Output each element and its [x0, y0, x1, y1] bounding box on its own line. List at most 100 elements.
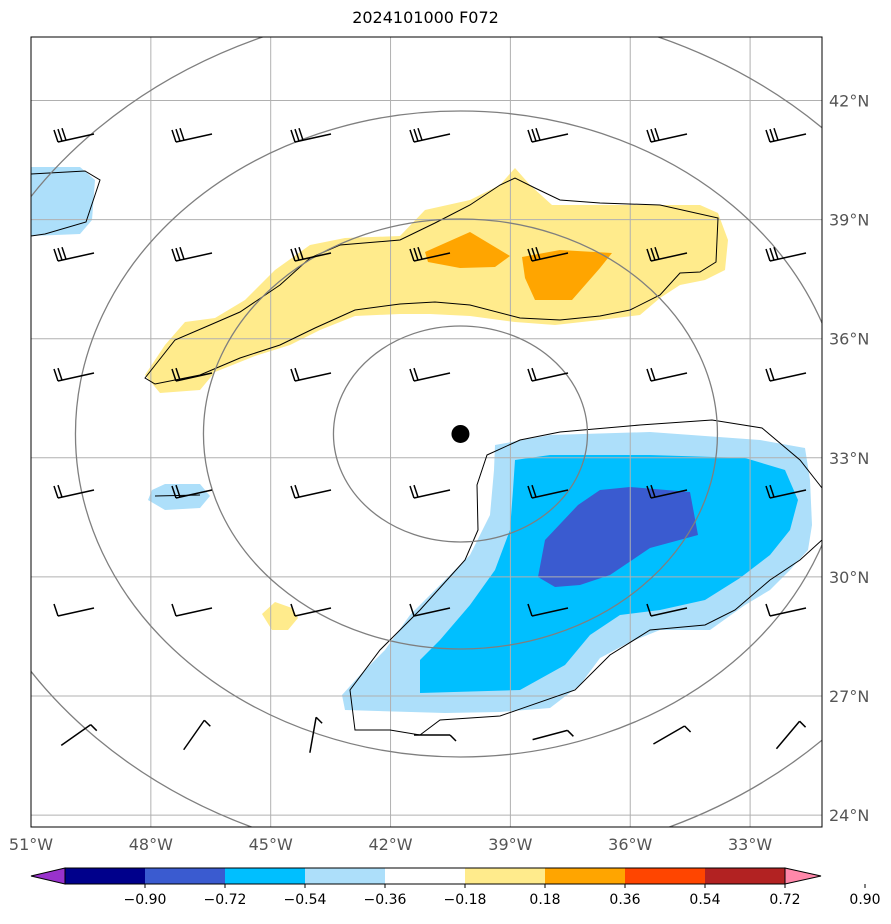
colorbar-segment: [385, 868, 465, 884]
lon-tick-label: 45°W: [249, 835, 293, 854]
lon-tick-label: 33°W: [728, 835, 772, 854]
wind-barb: [290, 367, 332, 382]
wind-barb: [290, 603, 332, 617]
wind-barb: [765, 367, 807, 382]
wind-barb: [171, 127, 213, 143]
map-frame: [30, 36, 823, 828]
wind-barb: [409, 246, 451, 262]
wind-barb: [290, 127, 332, 143]
lon-tick-label: 42°W: [368, 835, 412, 854]
gridlines: [31, 37, 822, 827]
positive-area-small: [262, 602, 298, 630]
wind-barb: [53, 603, 95, 617]
wind-barb: [171, 603, 213, 617]
contour-small-outline: [154, 494, 201, 497]
lat-tick-label: 30°N: [829, 568, 869, 587]
wind-barb: [646, 603, 688, 617]
wind-barb: [53, 127, 95, 143]
colorbar-label: −0.36: [364, 892, 407, 908]
figure-title: 2024101000 F072: [352, 8, 499, 27]
latitude-tick-labels: 42°N 39°N 36°N 33°N 30°N 27°N 24°N: [829, 92, 869, 826]
wind-barb: [171, 246, 213, 262]
colorbar-segment: [625, 868, 705, 884]
wind-barb: [414, 734, 457, 742]
colorbar-label: 0.36: [609, 892, 640, 908]
lat-tick-label: 27°N: [829, 687, 869, 706]
wind-barb: [290, 484, 332, 499]
colorbar-segment: [225, 868, 305, 884]
negative-area-west: [31, 167, 95, 236]
wind-barb: [646, 246, 688, 262]
colorbar-label: −0.72: [204, 892, 247, 908]
contour-blue-outline: [349, 419, 822, 736]
wind-barb: [775, 720, 807, 750]
wind-barb: [171, 367, 213, 382]
lat-tick-label: 33°N: [829, 449, 869, 468]
colorbar-label: 0.72: [769, 892, 800, 908]
wind-barb: [409, 484, 451, 499]
shaded-field: [31, 167, 812, 713]
contour-west-outline: [31, 170, 101, 237]
lat-tick-label: 39°N: [829, 211, 869, 230]
negative-area-dark: [538, 487, 698, 587]
colorbar: −0.90 −0.72 −0.54 −0.36 −0.18 0.18 0.36 0.54 0.7…: [30, 867, 881, 908]
wind-barb: [532, 729, 574, 741]
colorbar-label: 0.90: [849, 892, 880, 908]
wind-barb: [653, 725, 692, 745]
wind-barb: [527, 367, 569, 382]
positive-area-yellow: [145, 168, 728, 393]
lon-tick-label: 48°W: [129, 835, 173, 854]
colorbar-segment: [465, 868, 545, 884]
wind-barb: [646, 367, 688, 382]
wind-barb: [527, 603, 569, 617]
colorbar-segment: [305, 868, 385, 884]
wind-barb: [60, 724, 98, 746]
wind-barb: [309, 716, 323, 753]
lat-tick-label: 36°N: [829, 330, 869, 349]
colorbar-label: −0.18: [444, 892, 487, 908]
wind-barb: [527, 246, 569, 262]
range-ring: [202, 218, 719, 650]
colorbar-segment: [545, 868, 625, 884]
lon-tick-label: 36°W: [608, 835, 652, 854]
longitude-tick-labels: 51°W 48°W 45°W 42°W 39°W 36°W 33°W: [9, 835, 772, 854]
lon-tick-label: 51°W: [9, 835, 53, 854]
wind-barb: [409, 603, 451, 617]
wind-barb: [171, 484, 213, 499]
storm-center-marker: [451, 424, 470, 443]
range-ring: [74, 110, 822, 758]
positive-area-orange-east: [522, 250, 612, 300]
wind-barb: [765, 127, 807, 143]
wind-barb: [53, 246, 95, 262]
colorbar-segment: [65, 868, 145, 884]
lat-tick-label: 24°N: [829, 806, 869, 825]
range-rings: [31, 37, 822, 827]
colorbar-segment: [705, 868, 785, 884]
wind-barb: [409, 367, 451, 382]
wind-barb: [527, 127, 569, 143]
wind-barb: [53, 484, 95, 499]
wind-barb: [527, 484, 569, 499]
colorbar-label: 0.54: [689, 892, 720, 908]
map-content: [31, 37, 822, 827]
colorbar-label: −0.54: [284, 892, 327, 908]
range-ring: [332, 325, 589, 543]
wind-barb: [765, 603, 807, 617]
colorbar-frame: [64, 867, 786, 885]
wind-barb: [290, 246, 332, 262]
wind-barb: [765, 246, 807, 262]
lon-tick-label: 39°W: [488, 835, 532, 854]
colorbar-extend-high: [784, 867, 822, 885]
colorbar-label: 0.18: [529, 892, 560, 908]
wind-barb: [183, 719, 211, 751]
wind-barb: [53, 367, 95, 382]
colorbar-label: −0.90: [124, 892, 167, 908]
positive-area-orange-west: [425, 232, 510, 268]
wind-barb: [765, 484, 807, 499]
colorbar-segment: [145, 868, 225, 884]
colorbar-extend-low: [30, 867, 66, 885]
wind-barb: [646, 127, 688, 143]
wind-barb: [646, 484, 688, 499]
